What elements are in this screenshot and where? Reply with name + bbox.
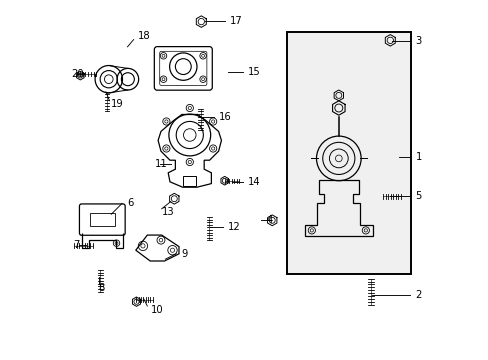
Text: 8: 8 bbox=[99, 283, 105, 293]
Text: 1: 1 bbox=[415, 152, 421, 162]
Bar bbox=[286, 32, 410, 274]
Text: 19: 19 bbox=[111, 99, 124, 109]
Text: 20: 20 bbox=[72, 69, 84, 79]
Text: 9: 9 bbox=[181, 249, 187, 259]
Text: 18: 18 bbox=[138, 31, 151, 41]
Text: 6: 6 bbox=[127, 198, 134, 208]
Text: 14: 14 bbox=[247, 177, 260, 187]
Text: 13: 13 bbox=[162, 207, 174, 217]
Text: 10: 10 bbox=[151, 305, 163, 315]
Bar bbox=[183, 176, 196, 186]
Text: 17: 17 bbox=[230, 16, 243, 26]
Text: 11: 11 bbox=[154, 159, 167, 169]
Text: 16: 16 bbox=[219, 112, 232, 122]
Text: 3: 3 bbox=[415, 36, 421, 46]
Text: 5: 5 bbox=[415, 191, 421, 201]
Text: 15: 15 bbox=[247, 67, 260, 77]
Text: 7: 7 bbox=[73, 240, 80, 250]
Text: 12: 12 bbox=[228, 222, 241, 232]
Bar bbox=[89, 213, 115, 226]
Text: 4: 4 bbox=[265, 215, 272, 225]
Text: 2: 2 bbox=[415, 290, 421, 300]
